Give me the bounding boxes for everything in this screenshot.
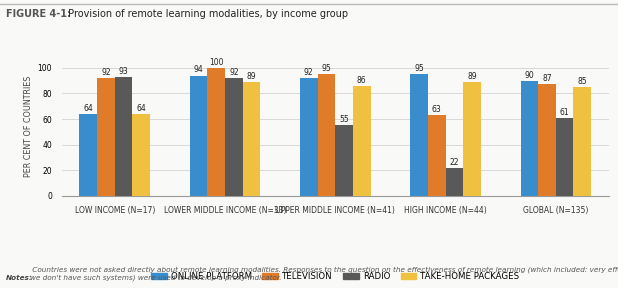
Bar: [190, 75, 208, 196]
Text: 90: 90: [525, 71, 534, 79]
Text: 89: 89: [467, 72, 477, 81]
Bar: [132, 114, 150, 196]
Text: Notes:: Notes:: [6, 275, 33, 281]
Text: 87: 87: [542, 75, 552, 84]
Bar: [318, 74, 335, 196]
Text: 92: 92: [229, 68, 239, 77]
Bar: [574, 87, 591, 196]
Bar: [556, 118, 574, 196]
Bar: [243, 82, 260, 196]
Text: 95: 95: [414, 64, 424, 73]
Bar: [115, 77, 132, 196]
Text: 92: 92: [304, 68, 313, 77]
Bar: [80, 114, 97, 196]
Text: 92: 92: [101, 68, 111, 77]
Text: Provision of remote learning modalities, by income group: Provision of remote learning modalities,…: [65, 9, 348, 19]
Bar: [428, 115, 446, 196]
Legend: ONLINE PLATFORM, TELEVISION, RADIO, TAKE-HOME PACKAGES: ONLINE PLATFORM, TELEVISION, RADIO, TAKE…: [151, 272, 520, 281]
Text: 95: 95: [321, 64, 331, 73]
Bar: [520, 81, 538, 196]
Text: 55: 55: [339, 115, 349, 124]
Text: 86: 86: [357, 76, 366, 85]
Bar: [538, 84, 556, 196]
Text: 100: 100: [209, 58, 224, 67]
Text: 61: 61: [560, 108, 569, 117]
Bar: [446, 168, 463, 196]
Text: 22: 22: [450, 158, 459, 167]
Bar: [335, 126, 353, 196]
Bar: [300, 78, 318, 196]
Text: 89: 89: [247, 72, 256, 81]
Text: 64: 64: [137, 104, 146, 113]
Bar: [353, 86, 371, 196]
Text: 93: 93: [119, 67, 129, 76]
Bar: [97, 78, 115, 196]
Text: FIGURE 4-1:: FIGURE 4-1:: [6, 9, 71, 19]
Bar: [463, 82, 481, 196]
Bar: [208, 68, 225, 196]
Text: 94: 94: [193, 65, 203, 75]
Text: Countries were not asked directly about remote learning modalities. Responses to: Countries were not asked directly about …: [30, 267, 618, 281]
Text: 64: 64: [83, 104, 93, 113]
Text: 85: 85: [577, 77, 587, 86]
Text: 63: 63: [432, 105, 442, 114]
Y-axis label: PER CENT OF COUNTRIES: PER CENT OF COUNTRIES: [25, 76, 33, 177]
Bar: [410, 74, 428, 196]
Bar: [225, 78, 243, 196]
